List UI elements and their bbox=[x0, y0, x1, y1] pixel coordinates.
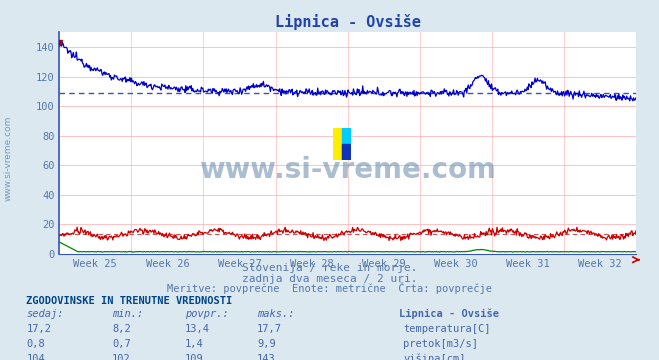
Text: www.si-vreme.com: www.si-vreme.com bbox=[199, 156, 496, 184]
Text: sedaj:: sedaj: bbox=[26, 309, 64, 319]
Title: Lipnica - Ovsiše: Lipnica - Ovsiše bbox=[275, 14, 420, 30]
Text: Lipnica - Ovsiše: Lipnica - Ovsiše bbox=[399, 308, 499, 319]
Text: pretok[m3/s]: pretok[m3/s] bbox=[403, 339, 478, 349]
Text: višina[cm]: višina[cm] bbox=[403, 354, 466, 360]
Text: 9,9: 9,9 bbox=[257, 339, 275, 349]
Text: 0,8: 0,8 bbox=[26, 339, 45, 349]
Text: Slovenija / reke in morje.: Slovenija / reke in morje. bbox=[242, 263, 417, 273]
Text: 13,4: 13,4 bbox=[185, 324, 210, 334]
Bar bbox=[342, 128, 351, 160]
Text: 102: 102 bbox=[112, 354, 130, 360]
Text: ZGODOVINSKE IN TRENUTNE VREDNOSTI: ZGODOVINSKE IN TRENUTNE VREDNOSTI bbox=[26, 296, 233, 306]
Text: temperatura[C]: temperatura[C] bbox=[403, 324, 491, 334]
Text: zadnja dva meseca / 2 uri.: zadnja dva meseca / 2 uri. bbox=[242, 274, 417, 284]
Text: 17,7: 17,7 bbox=[257, 324, 282, 334]
Text: 1,4: 1,4 bbox=[185, 339, 203, 349]
Bar bbox=[342, 144, 351, 160]
Text: 17,2: 17,2 bbox=[26, 324, 51, 334]
Text: 104: 104 bbox=[26, 354, 45, 360]
Bar bbox=[333, 128, 342, 160]
Text: maks.:: maks.: bbox=[257, 309, 295, 319]
Text: www.si-vreme.com: www.si-vreme.com bbox=[3, 116, 13, 201]
Text: min.:: min.: bbox=[112, 309, 143, 319]
Text: povpr.:: povpr.: bbox=[185, 309, 228, 319]
Text: 8,2: 8,2 bbox=[112, 324, 130, 334]
Text: 0,7: 0,7 bbox=[112, 339, 130, 349]
Text: 143: 143 bbox=[257, 354, 275, 360]
Text: 109: 109 bbox=[185, 354, 203, 360]
Text: Meritve: povprečne  Enote: metrične  Črta: povprečje: Meritve: povprečne Enote: metrične Črta:… bbox=[167, 282, 492, 294]
